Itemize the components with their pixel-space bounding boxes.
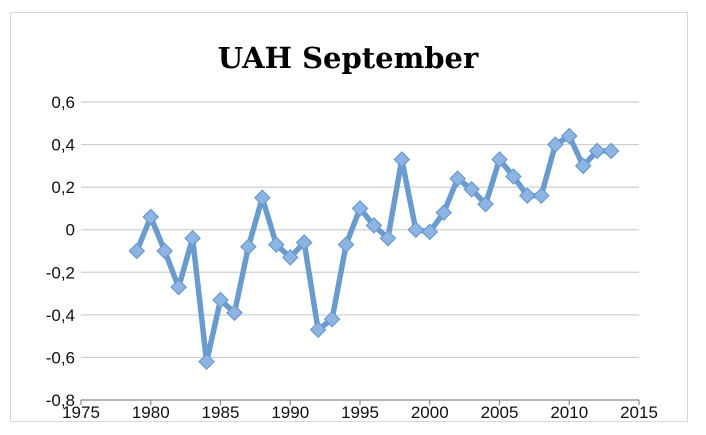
data-point-marker bbox=[546, 136, 564, 153]
y-tick-label: 0,2 bbox=[51, 178, 75, 197]
x-tick-label: 2005 bbox=[481, 403, 519, 422]
x-tick-label: 1990 bbox=[271, 403, 309, 422]
data-point-marker bbox=[309, 321, 327, 339]
x-tick-label: 1980 bbox=[132, 403, 170, 422]
data-point-marker bbox=[226, 304, 243, 322]
x-tick-label: 1995 bbox=[341, 403, 379, 422]
data-point-marker bbox=[435, 204, 453, 222]
data-point-marker bbox=[240, 238, 257, 256]
data-point-marker bbox=[505, 168, 522, 185]
x-tick-label: 1975 bbox=[62, 403, 100, 422]
chart-svg: UAH September 0,6 0,4 0,2 0 -0,2 -0,4 -0,6 -0,8… bbox=[46, 41, 658, 422]
chart-frame: UAH September 0,6 0,4 0,2 0 -0,2 -0,4 -0,6 -0,8… bbox=[10, 12, 688, 422]
data-point-marker bbox=[128, 242, 146, 260]
x-tick-label: 2000 bbox=[411, 403, 449, 422]
data-point-marker bbox=[198, 353, 215, 371]
data-point-marker bbox=[351, 200, 369, 217]
data-point-marker bbox=[267, 236, 285, 253]
data-point-marker bbox=[323, 310, 341, 328]
series-line bbox=[134, 133, 614, 365]
y-tick-labels: 0,6 0,4 0,2 0 -0,2 -0,4 -0,6 -0,8 bbox=[46, 93, 75, 410]
y-tick-label: -0,4 bbox=[46, 306, 75, 325]
x-tick-labels: 1975 1980 1985 1990 1995 2000 2005 2010 2015 bbox=[62, 403, 658, 422]
data-point-marker bbox=[212, 291, 229, 309]
series-layer bbox=[128, 127, 620, 371]
data-point-marker bbox=[574, 157, 592, 175]
data-point-marker bbox=[254, 189, 271, 207]
data-point-marker bbox=[281, 249, 299, 266]
data-point-marker bbox=[421, 223, 439, 241]
data-point-marker bbox=[156, 242, 174, 260]
data-point-marker bbox=[295, 234, 313, 251]
data-point-marker bbox=[184, 229, 201, 247]
data-point-marker bbox=[379, 229, 397, 247]
data-point-marker bbox=[463, 180, 480, 198]
x-tick-label: 2015 bbox=[620, 403, 658, 422]
y-tick-label: 0,6 bbox=[51, 93, 75, 112]
data-point-marker bbox=[337, 236, 355, 253]
data-point-marker bbox=[170, 278, 187, 296]
data-point-marker bbox=[365, 217, 383, 234]
data-point-marker bbox=[407, 221, 425, 239]
data-point-marker bbox=[519, 187, 536, 205]
chart-title: UAH September bbox=[218, 41, 479, 75]
x-tick-label: 1985 bbox=[202, 403, 240, 422]
data-point-marker bbox=[602, 142, 620, 160]
y-tick-label: 0,4 bbox=[51, 136, 75, 155]
data-point-marker bbox=[449, 170, 466, 187]
data-point-marker bbox=[491, 151, 508, 168]
y-tick-label: -0,6 bbox=[46, 348, 75, 367]
y-tick-label: -0,2 bbox=[46, 263, 75, 282]
y-tick-label: 0 bbox=[66, 221, 75, 240]
x-tick-label: 2010 bbox=[550, 403, 588, 422]
data-point-marker bbox=[477, 195, 494, 213]
data-point-marker bbox=[560, 127, 578, 145]
data-point-marker bbox=[393, 151, 411, 168]
data-point-marker bbox=[588, 142, 606, 160]
data-point-marker bbox=[142, 208, 160, 226]
data-point-marker bbox=[533, 187, 550, 205]
y-tick-label: -0,8 bbox=[46, 391, 75, 410]
